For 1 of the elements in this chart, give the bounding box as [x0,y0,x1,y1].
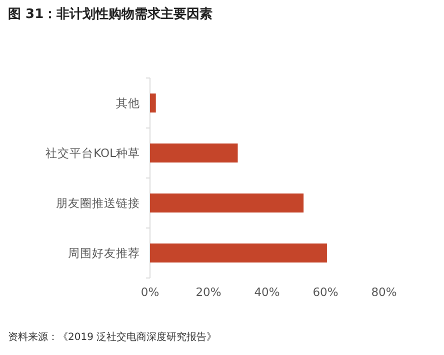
title: 图 31：非计划性购物需求主要因素 [8,7,213,22]
